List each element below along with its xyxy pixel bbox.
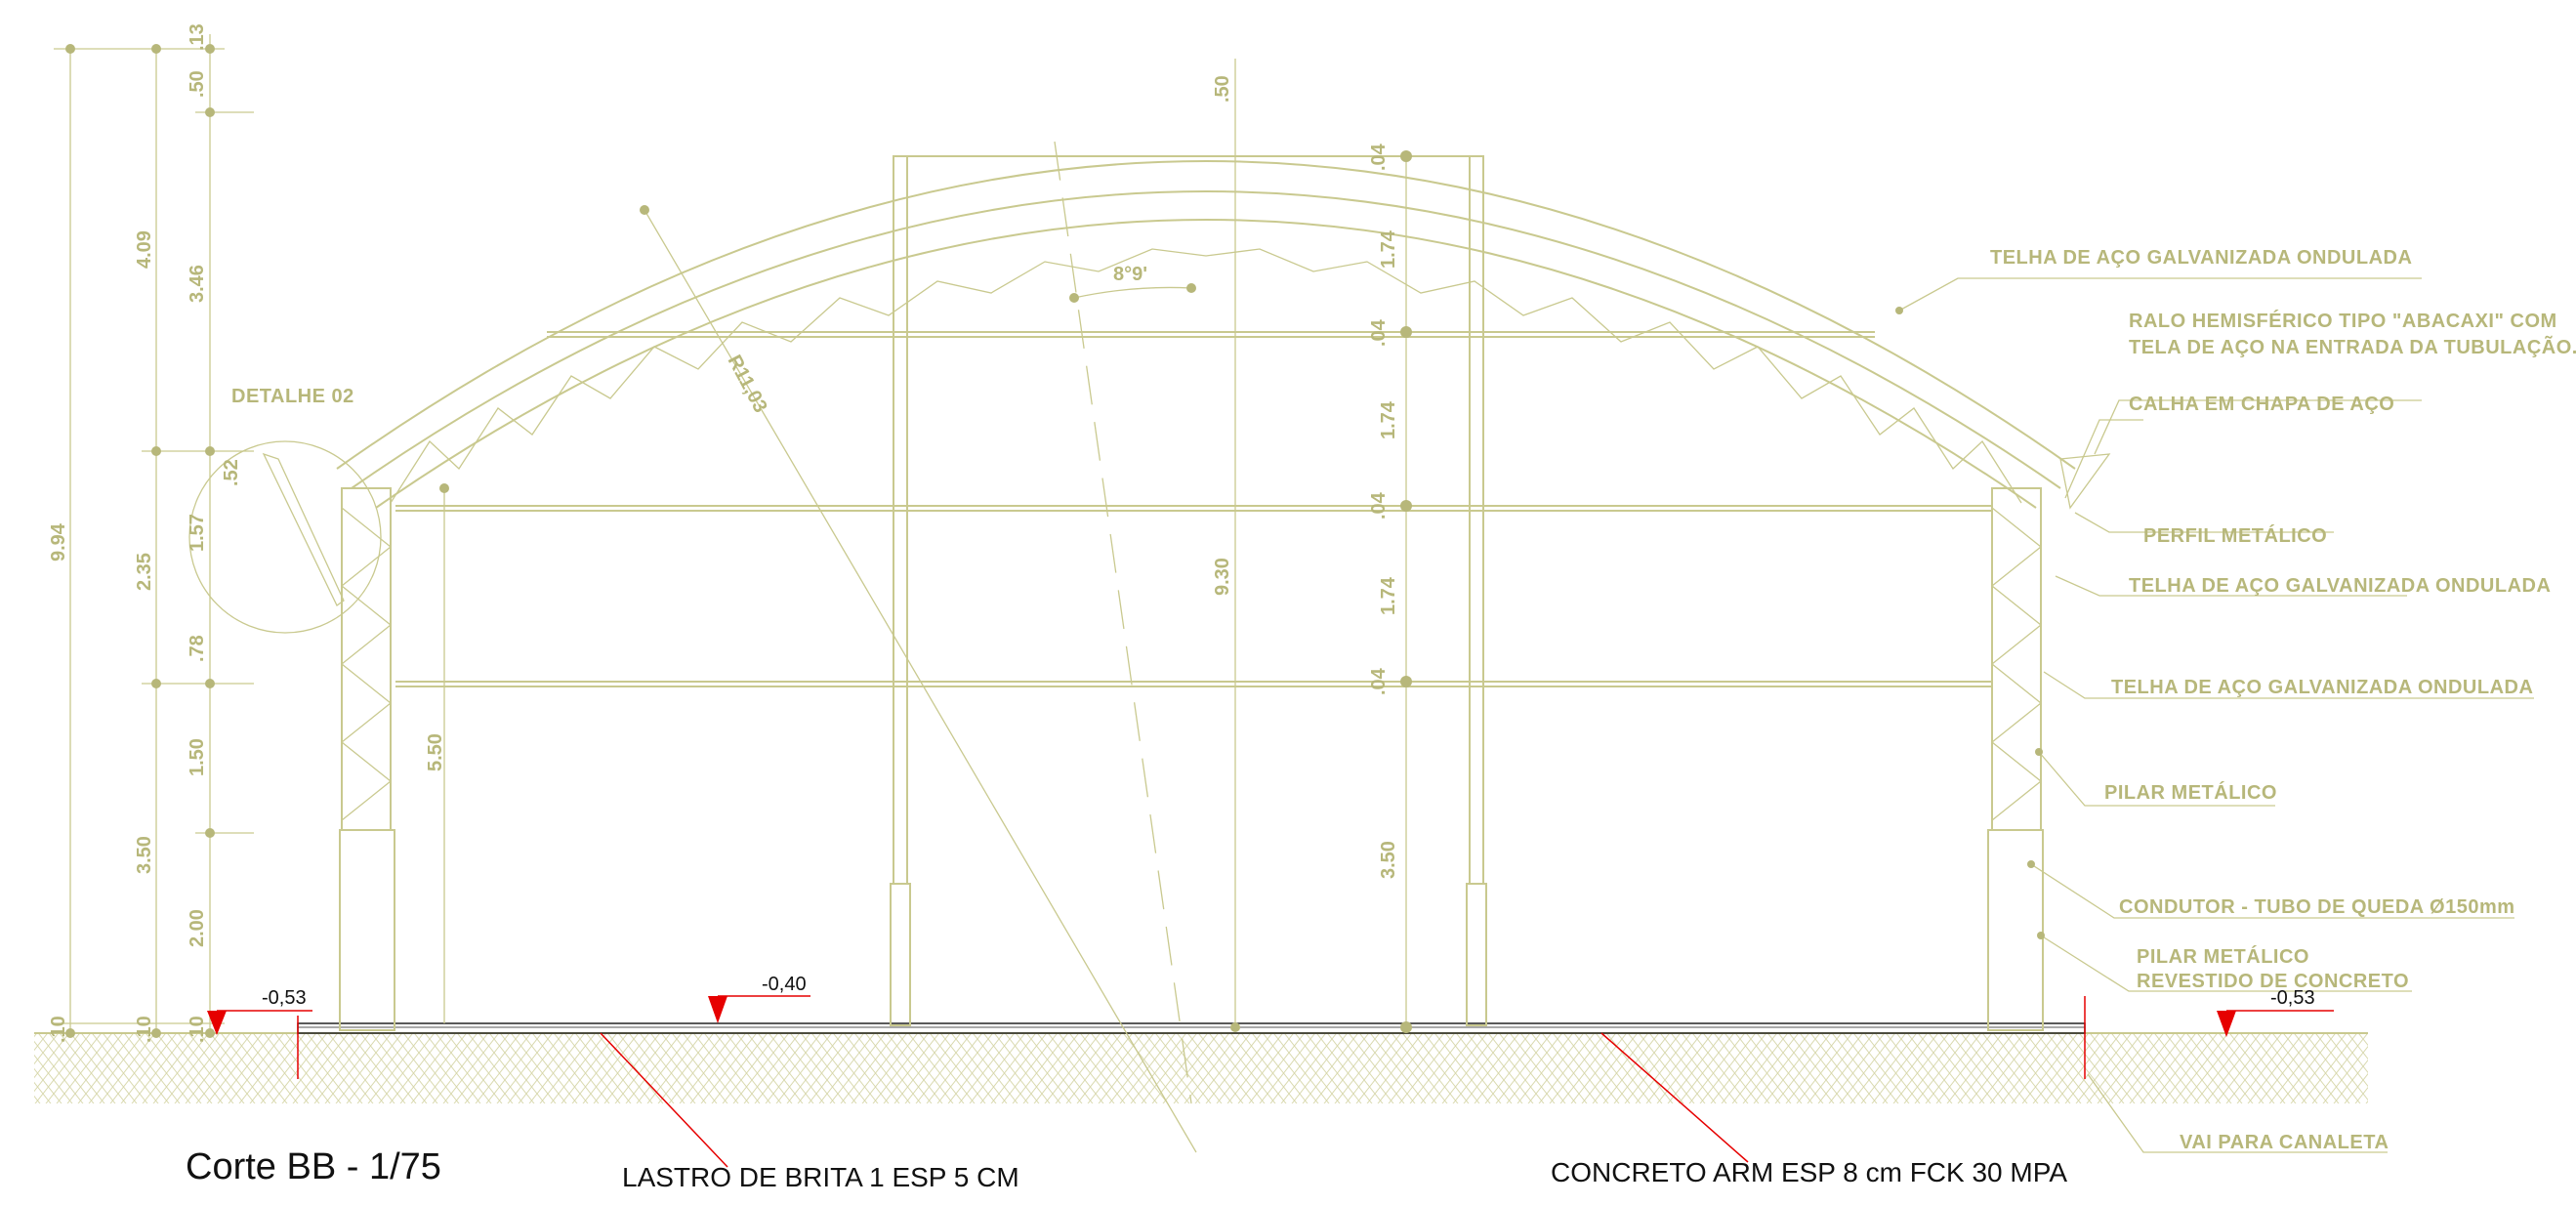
dim-50-left: .50 xyxy=(187,70,208,98)
annotation-leaders xyxy=(1895,277,2534,1153)
dim-1-50: 1.50 xyxy=(187,738,208,776)
dim-13: .13 xyxy=(187,23,208,51)
dim-3-46: 3.46 xyxy=(187,265,208,303)
floor-leaders xyxy=(600,1032,1749,1168)
dim-c-04-3: .04 xyxy=(1368,491,1390,520)
floor-note-concreto: CONCRETO ARM ESP 8 cm FCK 30 MPA xyxy=(1551,1157,2067,1187)
note-condutor: CONDUTOR - TUBO DE QUEDA Ø150mm xyxy=(2119,896,2515,918)
note-pilar-concreto-1: PILAR METÁLICO xyxy=(2137,945,2309,968)
dim-c-04-2: .04 xyxy=(1368,318,1390,347)
left-pillar xyxy=(339,487,395,1031)
top-dim: .50 xyxy=(1212,75,1233,103)
note-telha-3: TELHA DE AÇO GALVANIZADA ONDULADA xyxy=(2111,677,2533,698)
note-canaleta: VAI PARA CANALETA xyxy=(2180,1132,2389,1153)
note-ralo-1: RALO HEMISFÉRICO TIPO "ABACAXI" COM xyxy=(2129,310,2557,332)
detail-circle xyxy=(188,440,382,634)
dim-9-94: 9.94 xyxy=(48,522,69,561)
dim-outer-10: .10 xyxy=(48,1016,69,1043)
note-telha-2: TELHA DE AÇO GALVANIZADA ONDULADA xyxy=(2129,575,2551,597)
dim-1-57: 1.57 xyxy=(187,514,208,552)
section-caption: Corte BB - 1/75 xyxy=(186,1146,441,1187)
dim-c-1-74-3: 1.74 xyxy=(1378,576,1399,615)
note-pilar: PILAR METÁLICO xyxy=(2104,781,2277,804)
geometry-guides xyxy=(640,59,1236,1153)
dim-2-35: 2.35 xyxy=(134,553,155,591)
right-pillar xyxy=(1987,487,2044,1031)
note-calha: CALHA EM CHAPA DE AÇO xyxy=(2129,394,2394,415)
detail-reference: DETALHE 02 xyxy=(231,386,354,407)
level-right: -0,53 xyxy=(2270,987,2315,1009)
interior-frame xyxy=(395,155,1992,1026)
dim-52: .52 xyxy=(221,459,242,486)
note-telha-1: TELHA DE AÇO GALVANIZADA ONDULADA xyxy=(1990,247,2412,269)
dim-c-3-50: 3.50 xyxy=(1378,841,1399,879)
dim-78: .78 xyxy=(187,635,208,662)
column-dim: 5.50 xyxy=(425,733,446,771)
level-markers xyxy=(207,995,2334,1079)
floor-slab xyxy=(297,1022,2086,1034)
level-left: -0,53 xyxy=(262,987,307,1009)
dim-c-1-74-2: 1.74 xyxy=(1378,400,1399,439)
floor-note-brita: LASTRO DE BRITA 1 ESP 5 CM xyxy=(622,1162,1019,1192)
angle-label: 8°9' xyxy=(1113,264,1147,285)
dim-inner-10: .10 xyxy=(187,1016,208,1043)
height-label: 9.30 xyxy=(1212,558,1233,596)
dim-3-50-left: 3.50 xyxy=(134,836,155,874)
dim-c-04-1: .04 xyxy=(1368,143,1390,171)
left-dimensions xyxy=(54,34,449,1038)
note-perfil: PERFIL METÁLICO xyxy=(2143,524,2327,547)
note-ralo-2: TELA DE AÇO NA ENTRADA DA TUBULAÇÃO. xyxy=(2129,336,2576,358)
dim-c-1-74-1: 1.74 xyxy=(1378,229,1399,269)
truss-arch xyxy=(336,160,2076,509)
dim-mid-10: .10 xyxy=(134,1016,155,1043)
ground-hatch xyxy=(34,1033,2368,1103)
center-dimensions xyxy=(1230,150,1412,1033)
dim-4-09: 4.09 xyxy=(134,230,155,269)
level-mid: -0,40 xyxy=(762,974,807,995)
dim-2-00: 2.00 xyxy=(187,909,208,947)
dim-c-04-4: .04 xyxy=(1368,667,1390,695)
note-pilar-concreto-2: REVESTIDO DE CONCRETO xyxy=(2137,971,2409,992)
radius-label: R11,03 xyxy=(724,352,771,416)
